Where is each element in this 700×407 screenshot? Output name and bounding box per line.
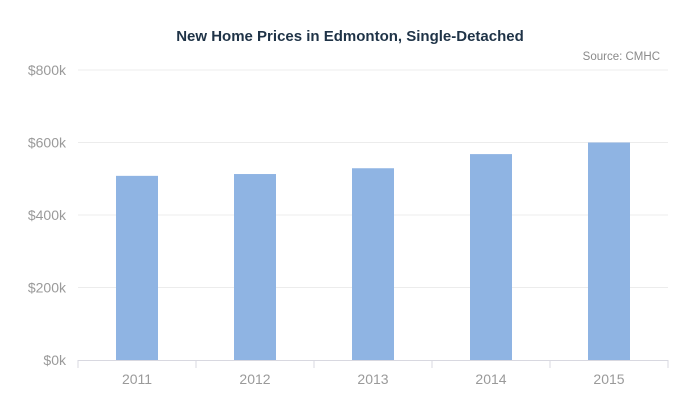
x-tick-label: 2011 xyxy=(122,371,152,387)
x-tick-label: 2013 xyxy=(357,371,388,387)
chart-title: New Home Prices in Edmonton, Single-Deta… xyxy=(176,28,524,45)
y-tick-label: $0k xyxy=(43,352,67,368)
x-tick-label: 2014 xyxy=(475,371,506,387)
x-tick-label: 2012 xyxy=(239,371,270,387)
bar-2012 xyxy=(234,174,276,360)
bar-2014 xyxy=(470,154,512,360)
y-tick-label: $400k xyxy=(28,207,67,223)
bar-2013 xyxy=(352,168,394,360)
y-tick-label: $600k xyxy=(28,135,67,151)
x-axis-labels: 2011 2012 2013 2014 2015 xyxy=(122,371,625,387)
x-axis xyxy=(77,360,669,368)
bar-2015 xyxy=(588,142,630,360)
y-tick-label: $200k xyxy=(28,280,67,296)
bar-2011 xyxy=(116,175,158,360)
x-tick-label: 2015 xyxy=(593,371,624,387)
chart-source: Source: CMHC xyxy=(582,51,660,63)
y-axis-labels: $0k $200k $400k $600k $800k xyxy=(28,62,67,368)
bars xyxy=(116,142,630,360)
y-tick-label: $800k xyxy=(28,62,67,78)
